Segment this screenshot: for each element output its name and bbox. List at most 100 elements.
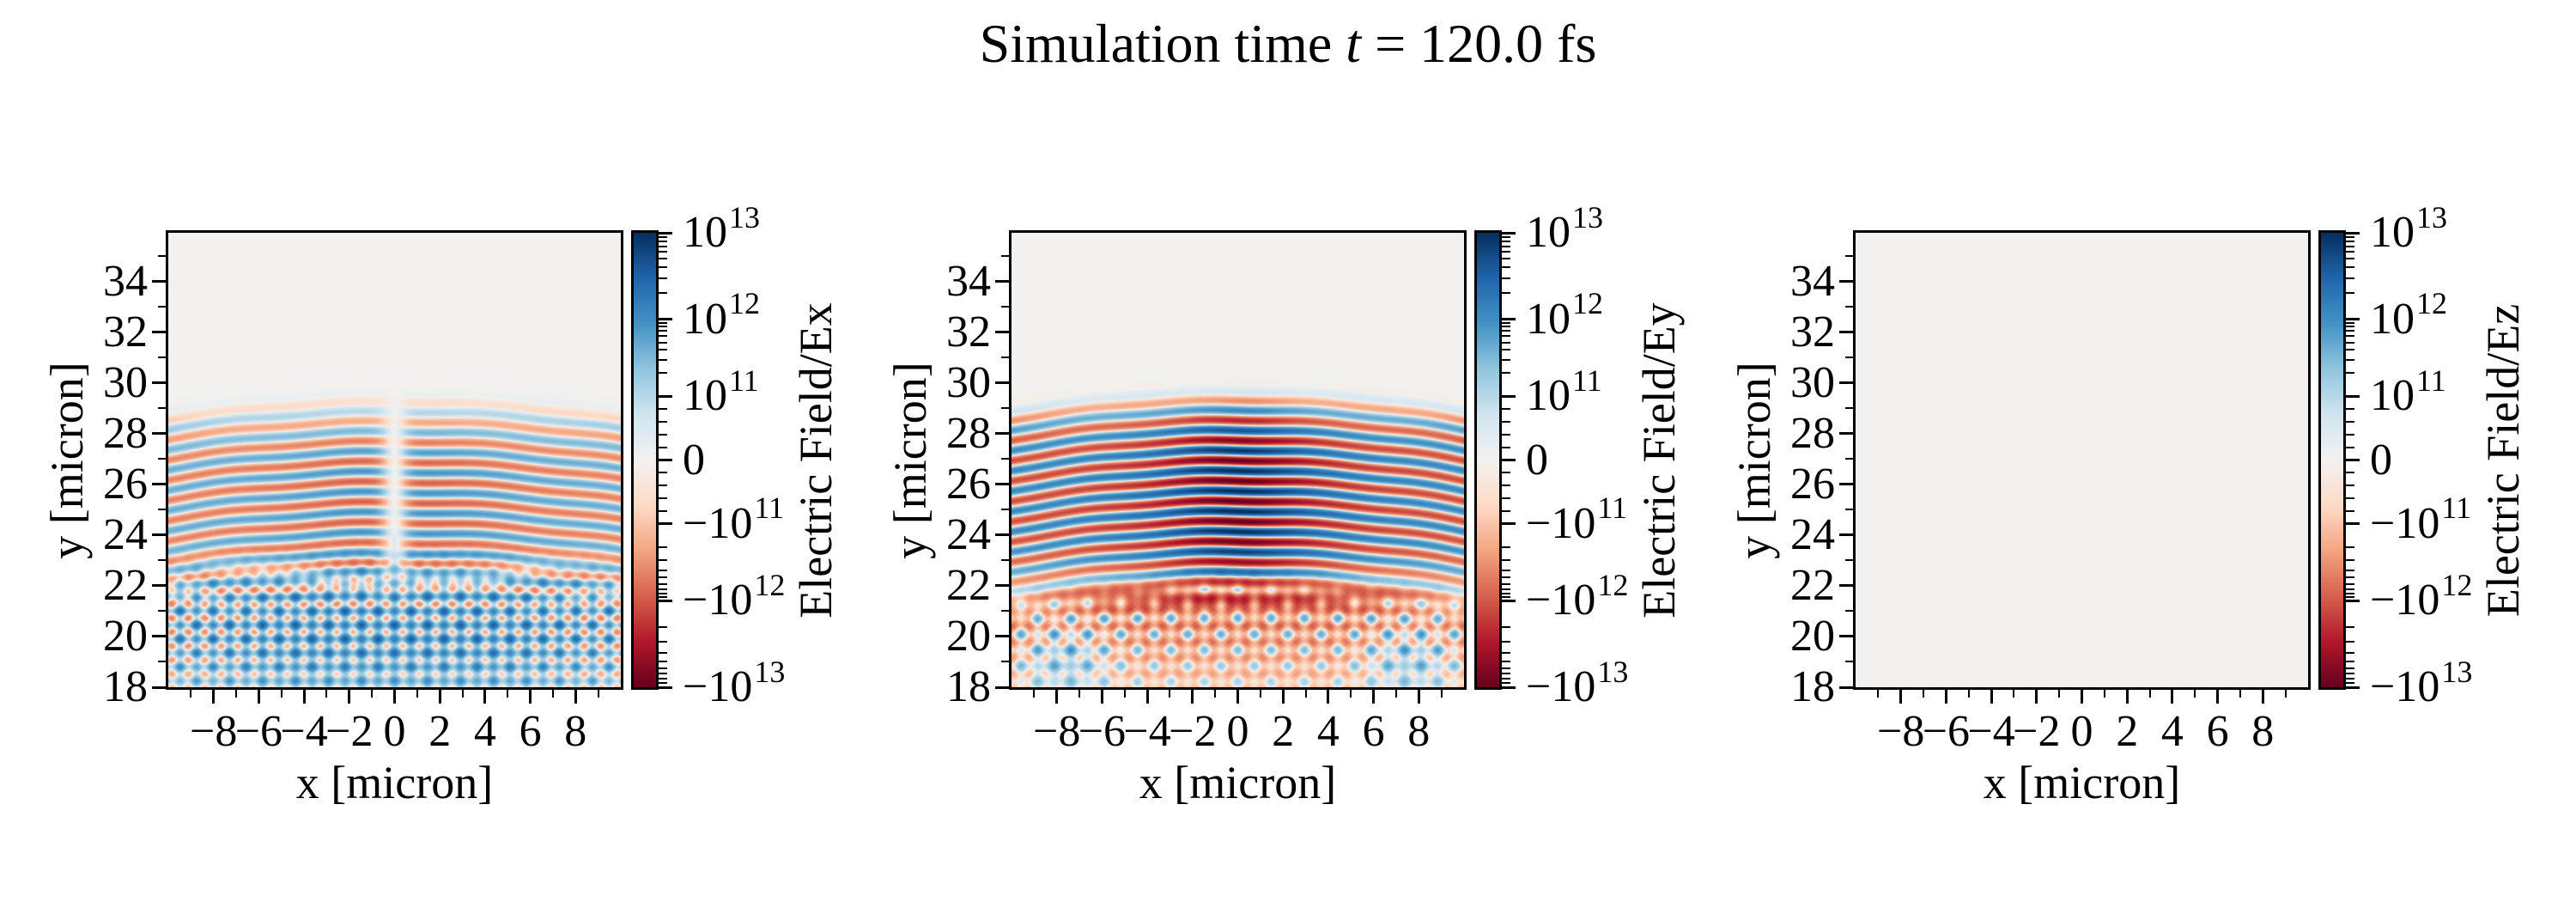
x-major-tick: [574, 690, 577, 704]
x-major-tick: [1100, 690, 1103, 704]
y-minor-tick: [1001, 306, 1009, 308]
colorbar-minor-tick: [1502, 349, 1510, 351]
x-minor-tick: [325, 690, 328, 698]
colorbar-minor-tick: [1502, 596, 1510, 599]
colorbar-major-tick: [1502, 459, 1516, 461]
colorbar-tick-exponent: 11: [1572, 363, 1602, 399]
colorbar-minor-tick: [2346, 652, 2354, 654]
y-major-tick: [152, 280, 166, 283]
colorbar-minor-tick: [1502, 641, 1510, 643]
colorbar-minor-tick: [2346, 485, 2354, 487]
x-tick-label: 8: [1407, 707, 1431, 756]
x-major-tick: [1191, 690, 1194, 704]
colorbar-minor-tick: [1502, 330, 1510, 332]
colorbar-minor-tick: [2346, 408, 2354, 411]
y-major-tick: [995, 381, 1009, 385]
y-minor-tick: [1845, 306, 1853, 308]
x-minor-tick: [1923, 690, 1925, 698]
x-minor-tick: [2194, 690, 2196, 698]
y-tick-label: 18: [1790, 662, 1835, 711]
colorbar-tick-label: 1011: [2370, 365, 2446, 422]
y-minor-tick: [1845, 458, 1853, 460]
x-major-tick: [2261, 690, 2264, 704]
colorbar-tick-exponent: 12: [2441, 568, 2473, 603]
colorbar-minor-tick: [659, 408, 667, 411]
colorbar-major-tick: [2346, 459, 2360, 461]
y-major-tick: [152, 483, 166, 486]
x-major-tick: [212, 690, 216, 704]
colorbar-tick-exponent: 11: [729, 363, 759, 399]
colorbar-major-tick: [659, 394, 672, 398]
colorbar-major-tick: [659, 231, 672, 235]
colorbar-tick-exponent: 12: [1597, 568, 1629, 603]
colorbar-major-tick: [2346, 599, 2360, 602]
colorbar-minor-tick: [1502, 341, 1510, 344]
x-minor-tick: [1259, 690, 1261, 698]
colorbar-minor-tick: [2346, 358, 2354, 361]
colorbar-major-tick: [659, 318, 672, 320]
x-minor-tick: [2284, 690, 2287, 698]
y-tick-label: 28: [1790, 408, 1835, 458]
colorbar-minor-tick: [2346, 251, 2354, 253]
y-major-tick: [152, 584, 166, 588]
colorbar-major-tick: [1502, 231, 1516, 235]
colorbar-minor-tick: [2346, 509, 2354, 512]
colorbar-minor-tick: [659, 641, 667, 643]
x-tick-label: 2: [1272, 707, 1295, 756]
colorbar-minor-tick: [1502, 682, 1510, 685]
colorbar-tick-base: 10: [1526, 371, 1571, 421]
x-tick-label: −8: [1033, 707, 1081, 756]
colorbar-ez: [2321, 233, 2343, 687]
y-major-tick: [995, 483, 1009, 486]
colorbar-minor-tick: [659, 673, 667, 675]
x-minor-tick: [507, 690, 509, 698]
x-minor-tick: [1877, 690, 1880, 698]
y-tick-label: 32: [1790, 307, 1835, 357]
y-tick-label: 26: [1790, 459, 1835, 509]
colorbar-minor-tick: [659, 497, 667, 499]
x-major-tick: [1417, 690, 1420, 704]
x-major-tick: [1055, 690, 1059, 704]
x-tick-label: 0: [1226, 707, 1249, 756]
colorbar-minor-tick: [1502, 545, 1510, 548]
colorbar-minor-tick: [659, 576, 667, 579]
colorbar-minor-tick: [659, 446, 667, 448]
x-tick-label: −8: [190, 707, 238, 756]
x-minor-tick: [416, 690, 418, 698]
colorbar-minor-tick: [2346, 625, 2354, 628]
title-suffix: = 120.0 fs: [1361, 13, 1597, 74]
colorbar-minor-tick: [2346, 258, 2354, 260]
x-minor-tick: [235, 690, 238, 698]
colorbar-minor-tick: [659, 349, 667, 351]
colorbar-minor-tick: [1502, 235, 1510, 238]
colorbar-tick-base: 10: [683, 208, 727, 257]
colorbar-tick-exponent: 13: [2441, 654, 2473, 689]
y-minor-tick: [158, 255, 166, 258]
x-minor-tick: [190, 690, 192, 698]
colorbar-tick-base: 10: [1526, 294, 1571, 344]
y-tick-label: 24: [1790, 509, 1835, 559]
colorbar-tick-label: −1013: [1526, 656, 1628, 713]
colorbar-minor-tick: [2346, 596, 2354, 599]
y-tick-label: 34: [946, 256, 991, 306]
colorbar-minor-tick: [1502, 446, 1510, 448]
colorbar-tick-exponent: 12: [754, 568, 786, 603]
colorbar-major-tick: [2346, 522, 2360, 526]
colorbar-major-tick: [1502, 394, 1516, 398]
colorbar-minor-tick: [2346, 433, 2354, 436]
y-tick-label: 24: [946, 509, 991, 559]
heatmap-ey: [1012, 233, 1464, 687]
colorbar-minor-tick: [2346, 245, 2354, 247]
colorbar-minor-tick: [659, 330, 667, 332]
y-major-tick: [995, 533, 1009, 537]
x-tick-label: −8: [1877, 707, 1925, 756]
colorbar-minor-tick: [659, 660, 667, 662]
x-tick-label: 0: [383, 707, 406, 756]
colorbar-minor-tick: [2346, 673, 2354, 675]
colorbar-tick-label: 1011: [683, 365, 759, 422]
colorbar-minor-tick: [2346, 559, 2354, 562]
x-minor-tick: [1033, 690, 1036, 698]
colorbar-tick-base: 10: [683, 294, 727, 344]
colorbar-tick-label: −1012: [2370, 570, 2472, 626]
